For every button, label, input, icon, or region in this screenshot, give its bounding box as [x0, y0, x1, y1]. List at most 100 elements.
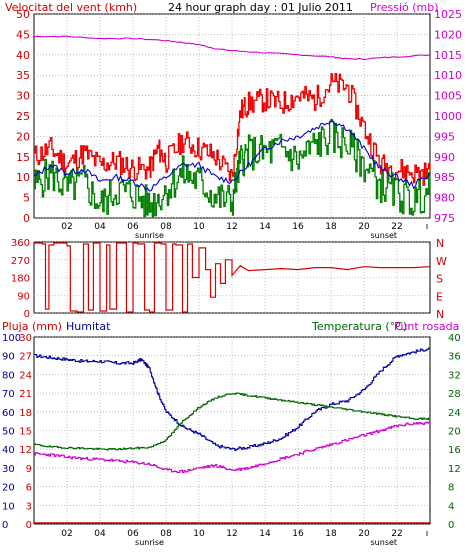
humidity-chart-sunset-label: sunset: [371, 538, 398, 547]
rain-tick-label: 18: [19, 408, 32, 419]
pressure-tick-label: 990: [434, 151, 455, 164]
compass-direction-label: E: [436, 290, 443, 303]
wind-chart-end-tick: ı: [426, 222, 429, 232]
wind-speed-tick-label: 40: [16, 49, 30, 62]
rain-tick-label: 21: [19, 389, 32, 400]
wind-chart-x-tick-label: 16: [292, 222, 304, 232]
wind-chart-x-tick-label: 04: [94, 222, 106, 232]
wind-speed-tick-label: 5: [23, 192, 30, 205]
wind-average-series-line: [33, 120, 431, 192]
rain-tick-label: 6: [26, 483, 32, 494]
pressure-tick-label: 980: [434, 192, 455, 205]
temperature-tick-label: 28: [448, 389, 461, 400]
pressure-axis-label: Pressió (mb): [370, 1, 439, 14]
wind-gust-series-line: [34, 72, 431, 186]
rain-tick-label: 27: [19, 352, 32, 363]
humidity-tick-label: 20: [2, 483, 15, 494]
temperature-tick-label: 40: [448, 333, 461, 344]
temperature-tick-label: 32: [448, 370, 461, 381]
humidity-chart-end-tick: ı: [426, 529, 429, 539]
pressure-tick-label: 975: [434, 212, 455, 225]
temperature-tick-label: 36: [448, 352, 461, 363]
humidity-chart-x-tick-label: 02: [61, 529, 72, 539]
pressure-tick-label: 1020: [434, 28, 462, 41]
wind-speed-tick-label: 0: [23, 212, 30, 225]
direction-tick-label: 0: [24, 309, 30, 320]
wind-speed-tick-label: 35: [16, 69, 30, 82]
humidity-axis-label: Humitat: [66, 320, 111, 333]
wind-speed-tick-label: 15: [16, 151, 30, 164]
wind-speed-tick-label: 50: [16, 8, 30, 21]
wind-speed-tick-label: 20: [16, 130, 30, 143]
humidity-series-line: [34, 347, 430, 451]
temperature-tick-label: 8: [448, 483, 454, 494]
humidity-chart-x-tick-label: 08: [160, 529, 172, 539]
wind-chart-x-tick-label: 06: [127, 222, 139, 232]
humidity-tick-label: 0: [2, 520, 8, 531]
wind-chart-x-tick-label: 02: [61, 222, 72, 232]
temperature-tick-label: 4: [448, 501, 454, 512]
dewpoint-axis-label: Punt rosada: [394, 320, 459, 333]
temperature-tick-label: 20: [448, 427, 461, 438]
rain-tick-label: 12: [19, 445, 32, 456]
temperature-tick-label: 0: [448, 520, 454, 531]
humidity-chart-x-tick-label: 10: [193, 529, 205, 539]
rain-tick-label: 3: [26, 501, 32, 512]
wind-speed-tick-label: 10: [16, 171, 30, 184]
pressure-series-line: [34, 35, 431, 60]
humidity-tick-label: 90: [2, 352, 15, 363]
compass-direction-label: S: [436, 273, 443, 286]
wind-chart-x-tick-label: 10: [193, 222, 205, 232]
temperature-series-line: [34, 392, 431, 451]
humidity-tick-label: 40: [2, 445, 15, 456]
rain-tick-label: 9: [26, 464, 32, 475]
temperature-axis-label: Temperatura (°C): [311, 320, 407, 333]
wind-chart-sunrise-label: sunrise: [135, 231, 164, 240]
wind-speed-axis-label: Velocitat del vent (kmh): [5, 1, 137, 14]
wind-speed-tick-label: 25: [16, 110, 30, 123]
pressure-tick-label: 1005: [434, 90, 462, 103]
rain-axis-label: Pluja (mm): [2, 320, 62, 333]
direction-tick-label: 90: [17, 291, 30, 302]
dewpoint-series-line: [34, 421, 431, 474]
wind-direction-series-line: [34, 242, 431, 313]
temperature-tick-label: 12: [448, 464, 461, 475]
compass-direction-label: N: [436, 308, 444, 321]
wind-chart-x-tick-label: 20: [358, 222, 370, 232]
humidity-tick-label: 70: [2, 389, 15, 400]
pressure-tick-label: 1015: [434, 49, 462, 62]
pressure-tick-label: 1000: [434, 110, 462, 123]
pressure-tick-label: 1025: [434, 8, 462, 21]
wind-speed-series-line: [34, 118, 431, 219]
humidity-chart-x-tick-label: 18: [325, 529, 337, 539]
wind-chart-x-tick-label: 14: [259, 222, 271, 232]
humidity-tick-label: 80: [2, 370, 15, 381]
rain-tick-label: 0: [26, 520, 32, 531]
pressure-tick-label: 985: [434, 171, 455, 184]
humidity-chart-x-tick-label: 06: [127, 529, 139, 539]
wind-chart-x-tick-label: 12: [226, 222, 237, 232]
direction-tick-label: 270: [11, 256, 30, 267]
wind-speed-tick-label: 30: [16, 90, 30, 103]
wind-chart-x-tick-label: 22: [391, 222, 402, 232]
temperature-tick-label: 16: [448, 445, 461, 456]
pressure-tick-label: 1010: [434, 69, 462, 82]
humidity-chart-x-tick-label: 04: [94, 529, 106, 539]
humidity-chart-x-tick-label: 20: [358, 529, 370, 539]
humidity-chart-x-tick-label: 14: [259, 529, 271, 539]
humidity-chart-x-tick-label: 12: [226, 529, 237, 539]
humidity-tick-label: 100: [2, 333, 21, 344]
direction-tick-label: 360: [11, 238, 30, 249]
humidity-tick-label: 60: [2, 408, 15, 419]
rain-tick-label: 24: [19, 370, 32, 381]
chart-title: 24 hour graph day : 01 Julio 2011: [168, 1, 353, 14]
humidity-tick-label: 10: [2, 501, 15, 512]
compass-direction-label: W: [436, 255, 447, 268]
wind-chart-sunset-label: sunset: [371, 231, 398, 240]
compass-direction-label: N: [436, 237, 444, 250]
wind-speed-tick-label: 45: [16, 28, 30, 41]
humidity-tick-label: 30: [2, 464, 15, 475]
humidity-chart-x-tick-label: 16: [292, 529, 304, 539]
